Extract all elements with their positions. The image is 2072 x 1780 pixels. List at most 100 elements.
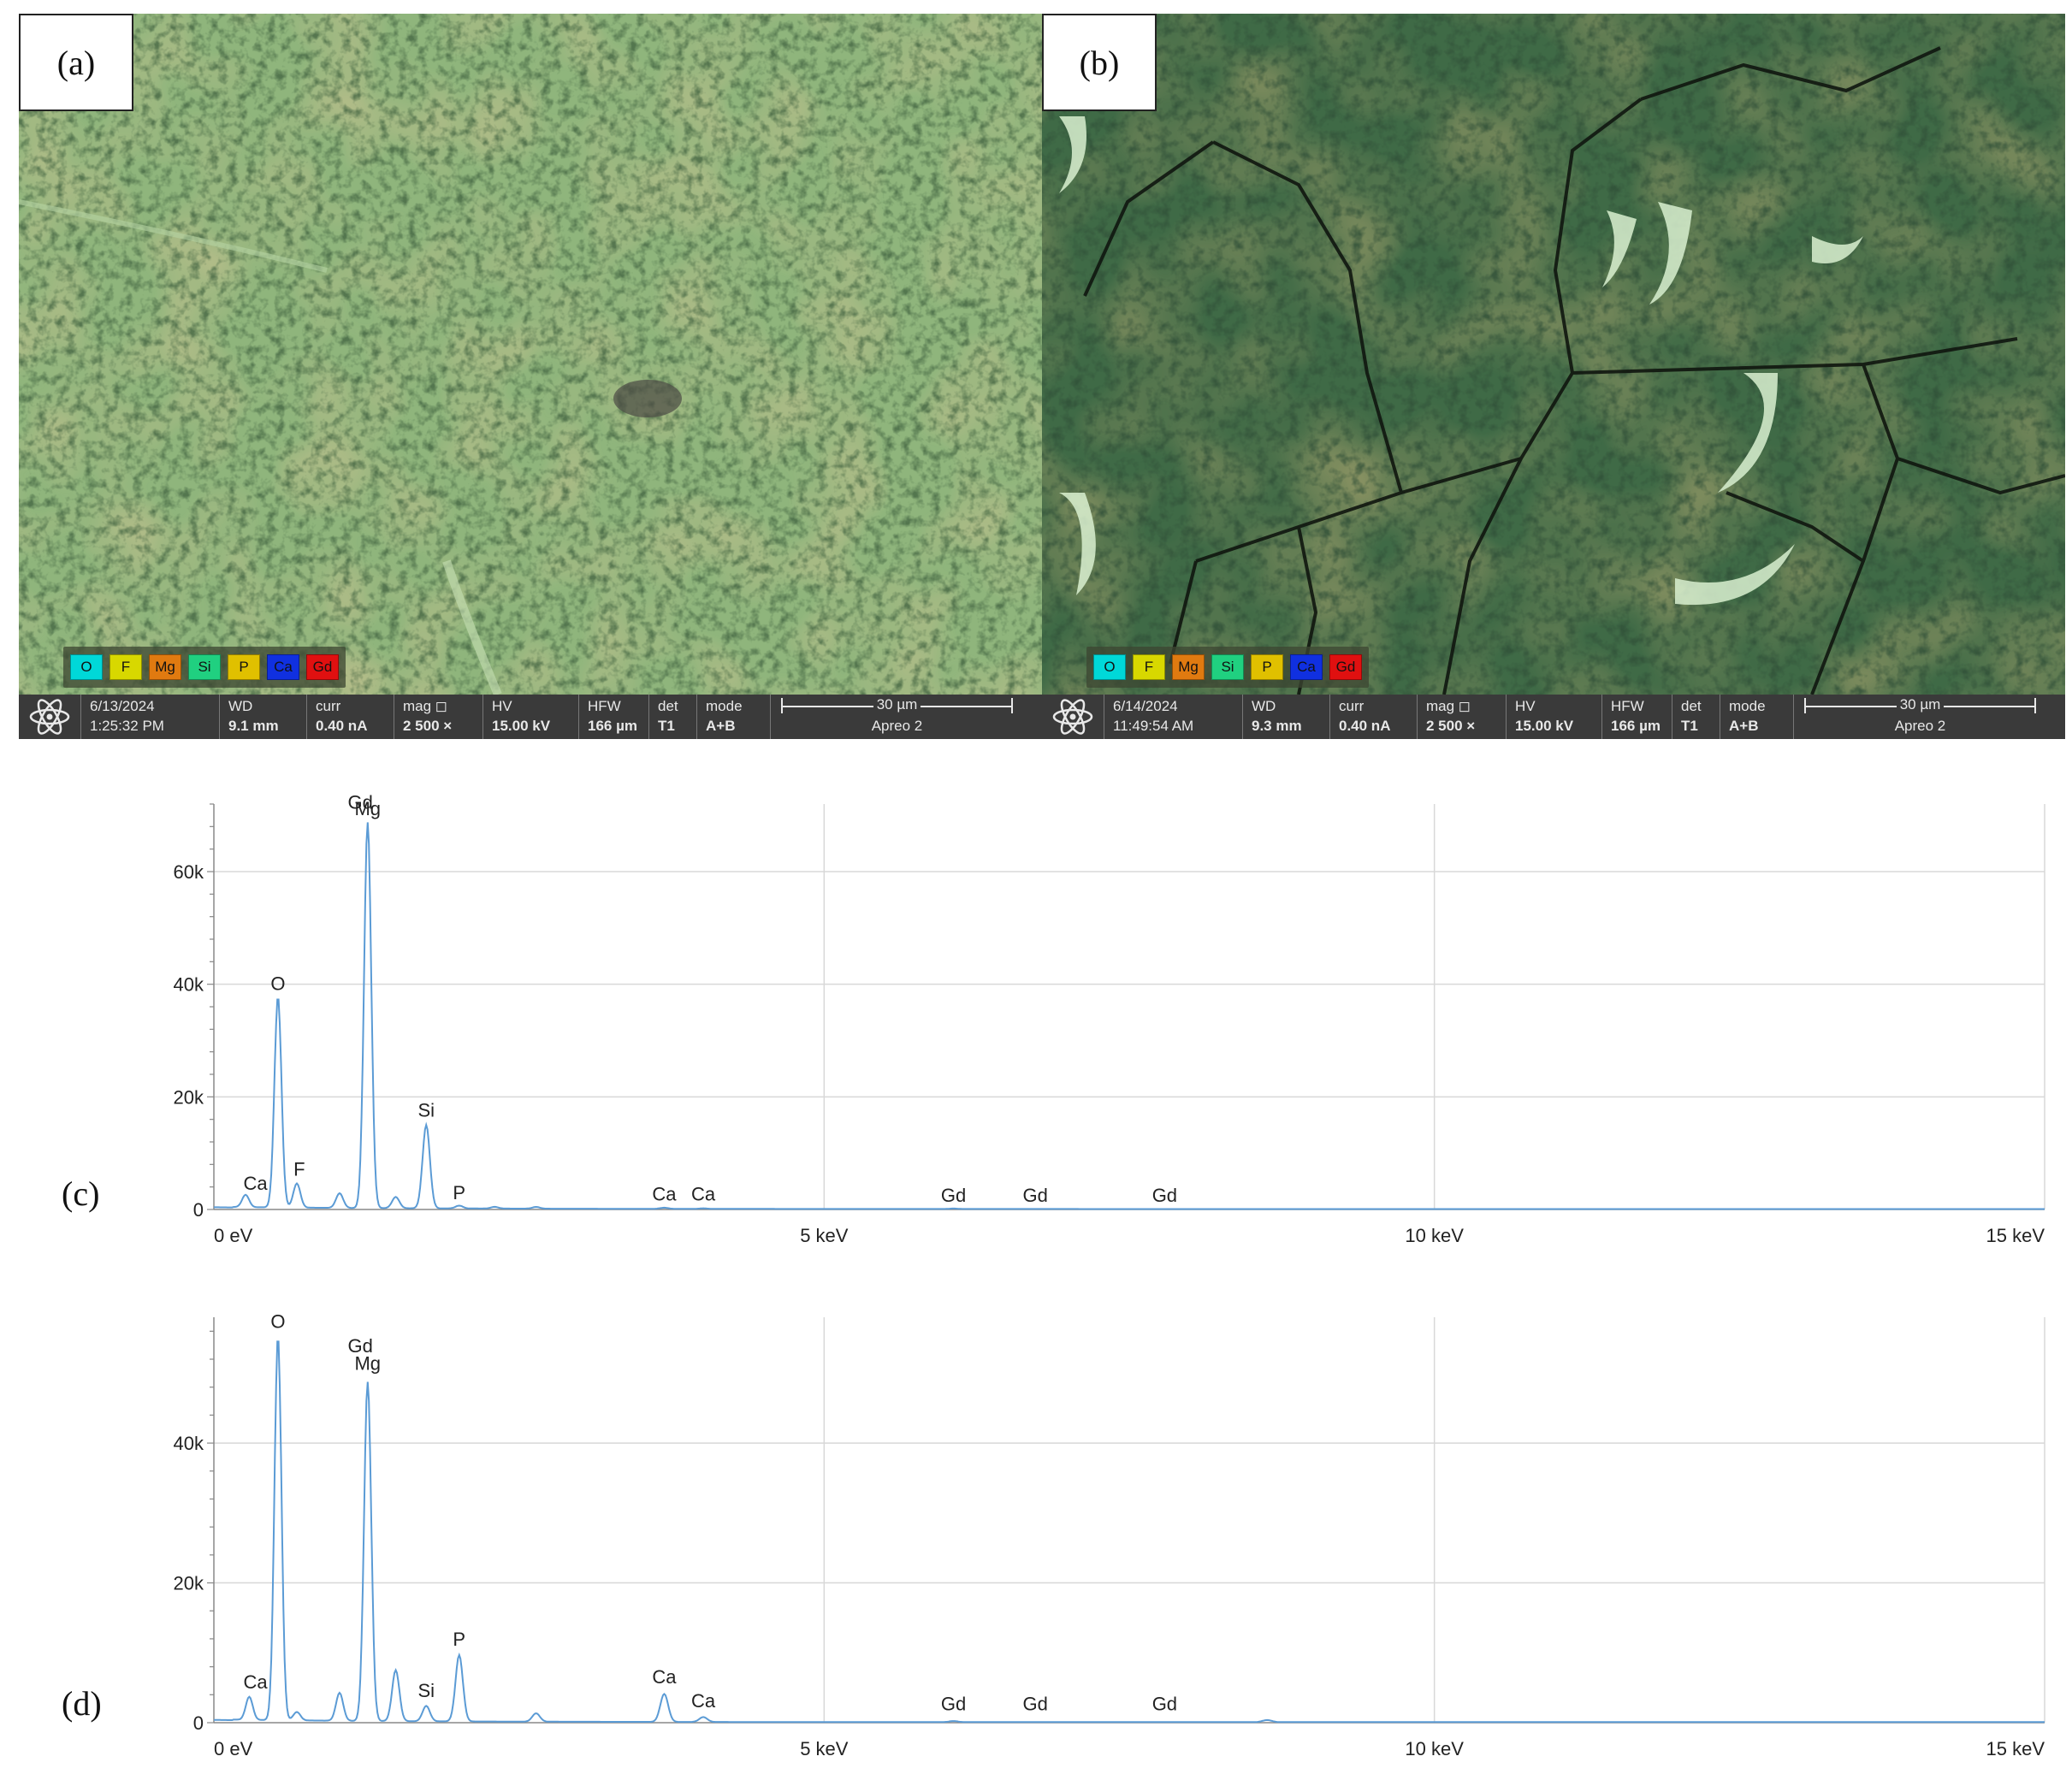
- x-tick-label: 15 keV: [1986, 1225, 2045, 1246]
- info-value-det: T1: [658, 718, 675, 734]
- legend-chip-gd: Gd: [1329, 654, 1362, 680]
- peak-label-p: P: [453, 1182, 465, 1203]
- scalebar-length: 30 µm: [1794, 696, 2046, 713]
- info-label-mag_label: mag ◻: [1426, 698, 1471, 714]
- peak-label-gd: Gd: [1022, 1185, 1047, 1206]
- peak-label-si: Si: [417, 1680, 435, 1701]
- spectrum-line: [214, 822, 2045, 1210]
- peak-label-ca: Ca: [652, 1666, 677, 1688]
- peak-label-ca: Ca: [243, 1173, 268, 1194]
- scalebar-right-tick: [1011, 698, 1013, 713]
- peak-label-mg: Mg: [354, 798, 381, 819]
- info-value-hv: 15.00 kV: [1515, 718, 1574, 734]
- info-label-curr_label: curr: [316, 698, 341, 714]
- info-cell-hv: HV 15.00 kV: [1506, 695, 1601, 739]
- peak-label-mg: Mg: [354, 1352, 381, 1374]
- info-value-curr: 0.40 nA: [1339, 718, 1391, 734]
- panel-label-a: (a): [19, 14, 133, 111]
- legend-chip-si: Si: [188, 654, 221, 680]
- spectrum-line: [213, 1340, 2045, 1724]
- info-cell-mag: mag ◻ 2 500 ×: [394, 695, 482, 739]
- legend-chip-mg: Mg: [149, 654, 181, 680]
- info-value-curr: 0.40 nA: [316, 718, 368, 734]
- info-label-mode_label: mode: [706, 698, 743, 714]
- info-cell-mag: mag ◻ 2 500 ×: [1417, 695, 1506, 739]
- x-tick-label: 0 eV: [214, 1225, 253, 1246]
- peak-label-gd: Gd: [348, 1335, 373, 1357]
- legend-chip-mg: Mg: [1172, 654, 1205, 680]
- peak-label-gd: Gd: [1022, 1693, 1047, 1714]
- info-cell-det: det T1: [648, 695, 696, 739]
- legend-chip-gd: Gd: [306, 654, 339, 680]
- peak-label-ca: Ca: [691, 1183, 716, 1204]
- peak-label-o: O: [270, 1310, 285, 1332]
- info-label-hv_label: HV: [1515, 698, 1536, 714]
- info-label-hfw_label: HFW: [1611, 698, 1644, 714]
- panel-label-b: (b): [1042, 14, 1157, 111]
- info-value-mag: 2 500 ×: [1426, 718, 1476, 734]
- info-label-hv_label: HV: [492, 698, 512, 714]
- info-label-det_label: det: [1681, 698, 1702, 714]
- info-label-hfw_label: HFW: [588, 698, 621, 714]
- eds-spectrum-chart-c: (c) 0 20k 40k 60k 0 eV 5 keV 10 keV 15 keV Gd Mg O…: [0, 790, 2072, 1263]
- element-legend-a: O F Mg Si P Ca Gd: [63, 647, 346, 688]
- y-tick-label: 20k: [174, 1573, 204, 1594]
- info-value-mode: A+B: [1729, 718, 1759, 734]
- peak-label-f: F: [293, 1159, 305, 1180]
- peak-label-gd: Gd: [941, 1693, 966, 1714]
- info-cell-scalebar: 30 µm Apreo 2: [1793, 695, 2065, 739]
- chart-label-d: (d): [62, 1684, 102, 1723]
- info-value-wd: 9.3 mm: [1252, 718, 1302, 734]
- y-tick-label: 20k: [174, 1086, 204, 1108]
- info-label-date: 6/14/2024: [1113, 698, 1178, 714]
- sem-panel-b: (b) O F Mg Si P Ca Gd 6/14/2024 11:49:54 AM WD 9.…: [1042, 14, 2065, 739]
- info-cell-mode: mode A+B: [1720, 695, 1793, 739]
- info-label-wd_label: WD: [1252, 698, 1276, 714]
- info-label-mag_label: mag ◻: [403, 698, 447, 714]
- legend-chip-p: P: [1251, 654, 1283, 680]
- legend-chip-o: O: [70, 654, 103, 680]
- info-label-wd_label: WD: [228, 698, 253, 714]
- info-value-hfw: 166 µm: [588, 718, 637, 734]
- info-cell-wd: WD 9.1 mm: [219, 695, 306, 739]
- peak-label-si: Si: [417, 1099, 435, 1121]
- info-cell-curr: curr 0.40 nA: [306, 695, 394, 739]
- legend-chip-o: O: [1093, 654, 1126, 680]
- peak-label-p: P: [453, 1629, 465, 1650]
- info-cell-hv: HV 15.00 kV: [482, 695, 578, 739]
- peak-label-ca: Ca: [243, 1671, 268, 1693]
- sem-eds-map-image: [19, 14, 1042, 695]
- info-cell-hfw: HFW 166 µm: [578, 695, 648, 739]
- peak-label-o: O: [270, 973, 285, 994]
- legend-chip-ca: Ca: [267, 654, 299, 680]
- info-label-mode_label: mode: [1729, 698, 1766, 714]
- peak-label-gd: Gd: [348, 791, 373, 813]
- eds-spectrum-chart-d: (d) 0 20k 40k 0 eV 5 keV 10 keV 15 keV O Gd Mg P Ca…: [0, 1304, 2072, 1776]
- peak-label-gd: Gd: [941, 1185, 966, 1206]
- info-cell-time: 6/14/2024 11:49:54 AM: [1104, 695, 1242, 739]
- element-legend-b: O F Mg Si P Ca Gd: [1086, 647, 1369, 688]
- info-cell-time: 6/13/2024 1:25:32 PM: [80, 695, 219, 739]
- info-value-hfw: 166 µm: [1611, 718, 1661, 734]
- sem-panel-a: (a) O F Mg Si P Ca Gd 6/13/2024 1:25:32 PM WD 9.1…: [19, 14, 1042, 739]
- sem-info-bar-b: 6/14/2024 11:49:54 AM WD 9.3 mm curr 0.40 nA m…: [1042, 695, 2065, 739]
- peak-label-ca: Ca: [652, 1183, 677, 1204]
- sem-eds-map-image: [1042, 14, 2065, 695]
- atom-logo-icon: [29, 699, 70, 735]
- x-tick-label: 10 keV: [1405, 1738, 1464, 1759]
- info-cell-hfw: HFW 166 µm: [1601, 695, 1672, 739]
- info-value-hv: 15.00 kV: [492, 718, 551, 734]
- peak-label-gd: Gd: [1152, 1185, 1177, 1206]
- y-tick-label: 0: [193, 1199, 204, 1221]
- sem-info-bar-a: 6/13/2024 1:25:32 PM WD 9.1 mm curr 0.40 nA ma…: [19, 695, 1042, 739]
- scalebar-right-tick: [2034, 698, 2036, 713]
- info-label-det_label: det: [658, 698, 678, 714]
- y-tick-label: 60k: [174, 861, 204, 883]
- info-value-time: 11:49:54 AM: [1113, 718, 1194, 734]
- info-value-mode: A+B: [706, 718, 736, 734]
- legend-chip-ca: Ca: [1290, 654, 1323, 680]
- info-cell-curr: curr 0.40 nA: [1329, 695, 1417, 739]
- chart-label-c: (c): [62, 1174, 100, 1213]
